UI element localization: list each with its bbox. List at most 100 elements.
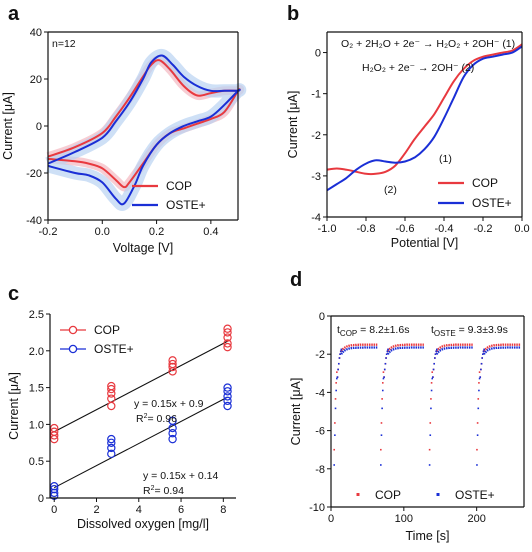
- chart-a-cyclic-voltammetry: -0.2 0.0 0.2 0.4 -40 -20 0 20 40 Voltage [V] Curre…: [1, 27, 247, 255]
- chart-c-point-oste: [223, 383, 232, 392]
- chart-d-point-oste: [384, 362, 387, 365]
- chart-d-point-oste: [430, 407, 432, 410]
- chart-d-point-cop: [335, 382, 337, 384]
- chart-d-point-oste: [337, 362, 340, 365]
- chart-d-point-oste: [387, 348, 389, 351]
- chart-d-x-tick-label: 0: [328, 513, 334, 525]
- chart-d-point-cop: [477, 398, 480, 400]
- chart-c-legend-marker: [68, 344, 78, 354]
- chart-d-trace-cop: [386, 343, 424, 352]
- chart-d-point-oste: [482, 350, 485, 353]
- chart-d-point-oste: [483, 348, 485, 351]
- chart-c-point-cop: [223, 328, 232, 337]
- chart-d-point-oste: [429, 434, 432, 436]
- chart-d-point-oste: [380, 464, 382, 466]
- chart-a-x-tick-label: 0.2: [149, 226, 164, 238]
- chart-d-point-oste: [337, 368, 339, 371]
- chart-a-y-tick-label: 20: [30, 74, 42, 86]
- chart-b-x-tick-label: -0.8: [357, 223, 376, 235]
- chart-c-r2-oste: R2= 0.94: [143, 485, 184, 497]
- chart-d-point-oste: [380, 434, 383, 436]
- chart-c-point-cop: [50, 427, 59, 436]
- chart-b-line-cop: [326, 43, 523, 176]
- chart-c-x-tick-label: 4: [136, 504, 142, 516]
- chart-d-trace-oste: [340, 346, 378, 355]
- chart-d-x-tick-label: 100: [395, 513, 413, 525]
- chart-d-point-oste: [430, 389, 433, 392]
- chart-c-x-tick-label: 2: [93, 504, 99, 516]
- chart-b-label-1: (1): [439, 153, 452, 165]
- chart-d-point-cop: [334, 422, 336, 424]
- chart-d-point-oste: [480, 362, 483, 365]
- chart-d-point-oste: [334, 434, 336, 436]
- chart-d-legend-marker: [436, 493, 440, 496]
- chart-b-x-axis-title: Potential [V]: [391, 236, 458, 250]
- chart-c-equation-cop: y = 0.15x + 0.9: [134, 398, 204, 410]
- chart-d-point-oste: [386, 350, 389, 353]
- chart-c-point-oste: [107, 449, 116, 459]
- chart-d-legend-marker: [356, 493, 360, 496]
- chart-c-point-cop: [107, 401, 116, 411]
- chart-a-y-tick-label: -40: [26, 215, 42, 227]
- chart-d-point-cop: [476, 422, 479, 424]
- chart-c-point-cop: [168, 356, 177, 365]
- chart-c-y-tick-label: 1.0: [29, 419, 44, 431]
- chart-a-annotation: n=12: [52, 38, 76, 50]
- chart-a-legend-label: COP: [166, 179, 192, 193]
- chart-c-point-oste: [107, 443, 116, 453]
- chart-c-legend-label: COP: [94, 323, 120, 337]
- chart-c-point-oste: [168, 434, 177, 444]
- chart-d-point-cop: [380, 448, 382, 451]
- chart-d-point-oste: [481, 357, 483, 359]
- chart-c-x-tick-label: 6: [178, 504, 184, 516]
- chart-b-y-tick-label: 0: [315, 48, 321, 60]
- chart-a-line-oste: [47, 54, 241, 206]
- chart-d-point-oste: [478, 377, 481, 380]
- chart-c-legend-marker: [68, 325, 78, 335]
- chart-d-trace-cop: [340, 343, 378, 352]
- chart-c-point-oste: [50, 482, 59, 491]
- chart-c-y-tick-label: 0.5: [29, 456, 44, 468]
- chart-c-point-oste: [223, 387, 232, 396]
- chart-b-equation-1: O₂ + 2H₂O + 2e⁻ → H₂O₂ + 2OH⁻ (1): [341, 38, 515, 50]
- chart-c-fit-cop: [53, 340, 228, 433]
- chart-d-y-tick-label: -4: [315, 387, 325, 399]
- chart-d-point-oste: [339, 350, 342, 353]
- chart-b-x-tick-label: -0.6: [396, 223, 415, 235]
- chart-d-chronoamperometry: 0 100 200 -10 -8 -6 -4 -2 0 Time [s] Current [μA] C…: [289, 311, 525, 543]
- chart-d-point-cop: [430, 398, 432, 400]
- chart-d-point-oste: [476, 434, 479, 436]
- chart-c-point-oste: [168, 429, 177, 438]
- chart-d-point-oste: [340, 348, 343, 351]
- chart-d-point-oste: [383, 376, 385, 378]
- chart-a-x-axis-title: Voltage [V]: [113, 241, 173, 255]
- chart-b-x-tick-label: 0.0: [514, 223, 529, 235]
- chart-c-point-oste: [168, 416, 177, 425]
- chart-a-x-tick-label: 0.0: [95, 226, 110, 238]
- chart-c-y-tick-label: 2.5: [29, 309, 44, 321]
- chart-b-y-tick-label: -4: [311, 212, 321, 224]
- panel-label-d: d: [290, 269, 302, 291]
- chart-d-point-oste: [383, 368, 386, 371]
- chart-d-point-cop: [431, 371, 434, 373]
- chart-d-point-oste: [338, 357, 341, 359]
- chart-b-legend-label: COP: [472, 176, 498, 190]
- chart-a-legend-label: OSTE+: [166, 198, 206, 212]
- chart-c-point-cop: [107, 394, 116, 403]
- chart-a-y-tick-label: -20: [26, 168, 42, 180]
- chart-b-x-tick-label: -0.4: [435, 223, 454, 235]
- chart-c-point-cop: [168, 359, 177, 369]
- chart-d-trace-oste: [386, 346, 424, 355]
- chart-c-point-oste: [107, 434, 116, 444]
- chart-d-y-tick-label: -10: [309, 502, 325, 514]
- chart-b-line-oste: [326, 45, 523, 192]
- chart-d-point-oste: [476, 464, 478, 466]
- chart-c-point-oste: [223, 401, 232, 411]
- chart-c-y-axis-title: Current [μA]: [7, 372, 21, 440]
- chart-d-point-oste: [435, 350, 437, 353]
- chart-d-point-oste: [434, 353, 437, 355]
- chart-d-annotation-cop: tCOP = 8.2±1.6s: [337, 324, 409, 338]
- chart-d-point-oste: [480, 368, 482, 371]
- chart-d-point-cop: [478, 371, 481, 373]
- chart-a-x-tick-label: -0.2: [39, 226, 58, 238]
